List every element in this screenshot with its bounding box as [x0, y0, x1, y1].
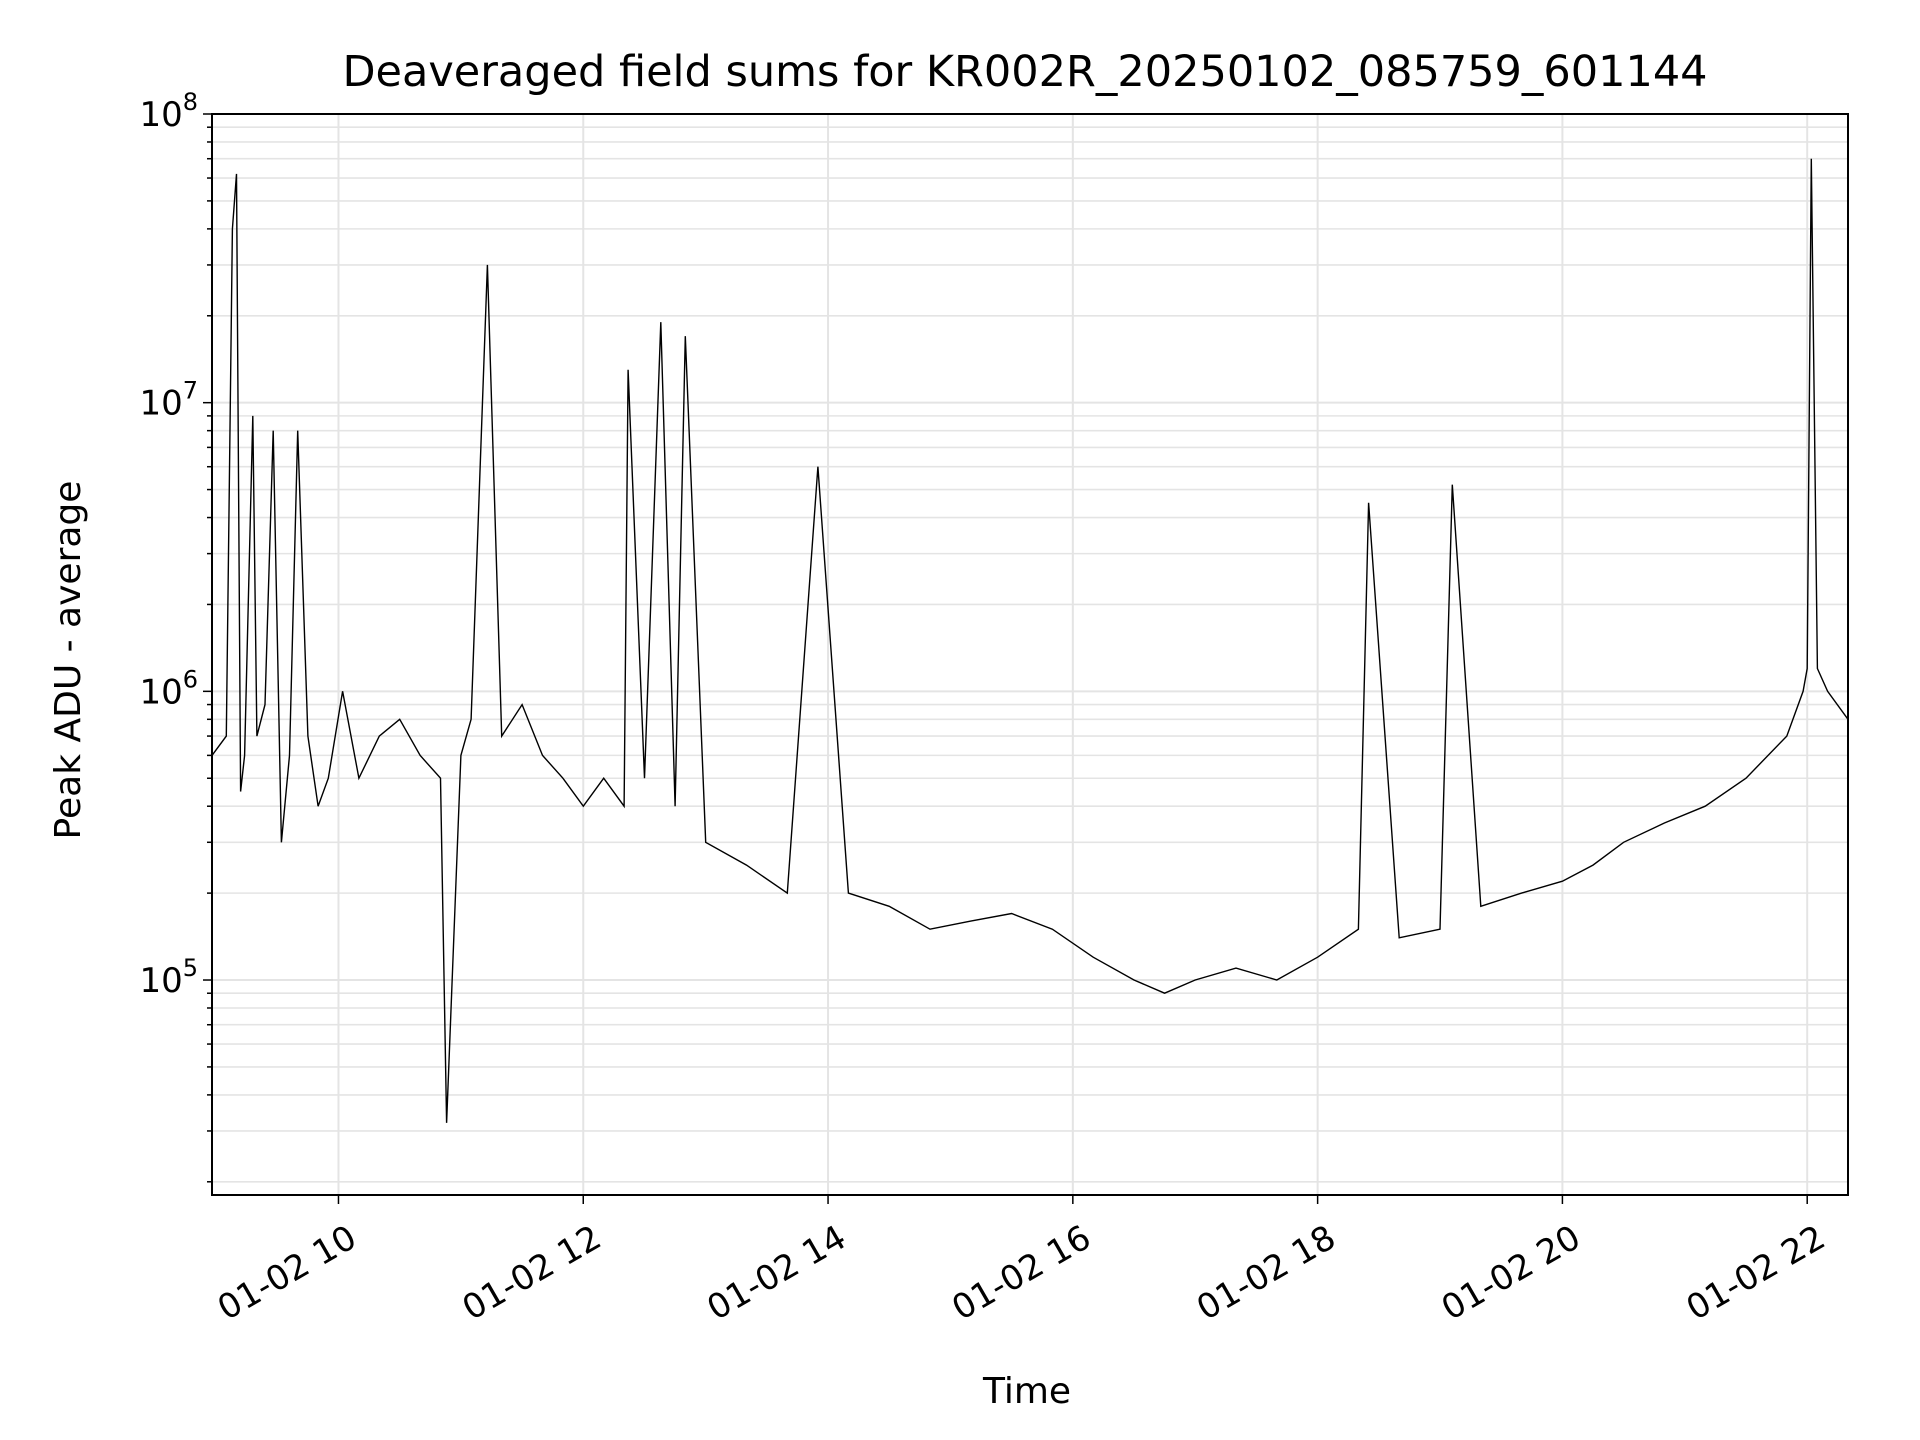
x-tick-label: 01-02 22 [1680, 1218, 1832, 1329]
y-tick-label: 107 [139, 377, 198, 424]
y-tick-label: 106 [139, 665, 198, 712]
y-axis-label: Peak ADU - average [48, 481, 89, 840]
chart-title: Deaveraged field sums for KR002R_2025010… [342, 47, 1707, 97]
x-tick-label: 01-02 18 [1190, 1218, 1342, 1329]
y-tick-label: 108 [139, 88, 198, 135]
y-tick-base: 10 [139, 961, 182, 1001]
x-tick-label: 01-02 20 [1435, 1218, 1587, 1329]
y-tick-base: 10 [139, 95, 182, 135]
x-tick-label: 01-02 16 [945, 1218, 1097, 1329]
x-tick-label: 01-02 10 [211, 1218, 363, 1329]
x-tick-label: 01-02 14 [701, 1218, 853, 1329]
y-tick-exponent: 6 [183, 665, 198, 693]
y-tick-label: 105 [139, 954, 198, 1001]
y-tick-exponent: 7 [183, 377, 198, 405]
y-tick-base: 10 [139, 384, 182, 424]
x-axis-ticks: 01-02 10 01-02 12 01-02 14 01-02 16 01-02 18… [211, 1195, 1832, 1329]
x-tick-label: 01-02 12 [456, 1218, 608, 1329]
y-tick-exponent: 5 [183, 954, 198, 982]
x-axis-label: Time [982, 1371, 1071, 1412]
plot-frame [211, 113, 1849, 1196]
y-tick-base: 10 [139, 672, 182, 712]
y-tick-exponent: 8 [183, 88, 198, 116]
series-line [211, 158, 1849, 1123]
